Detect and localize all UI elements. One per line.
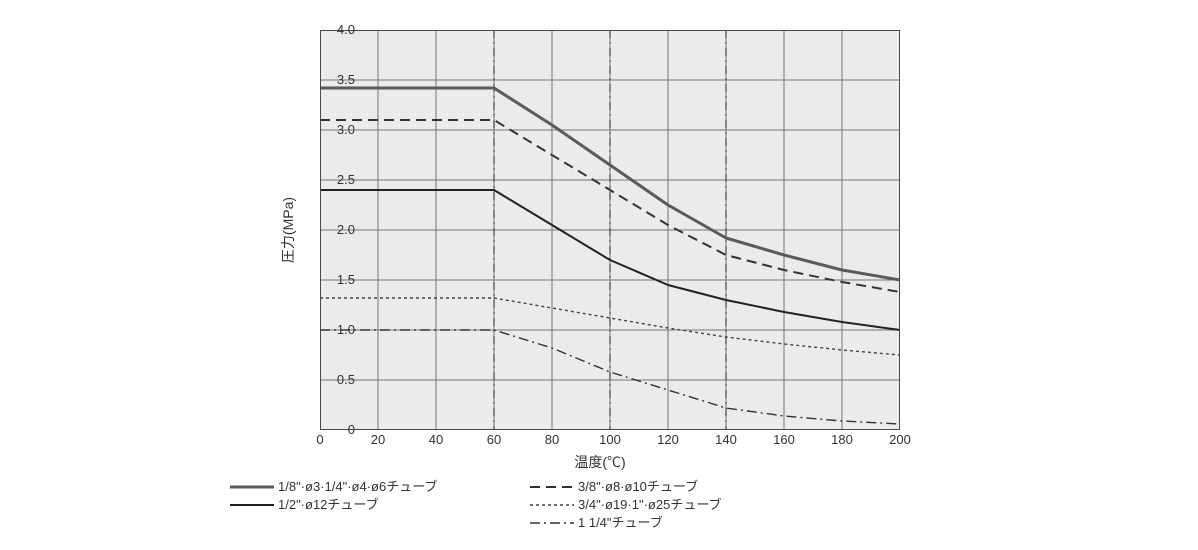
legend-label: 3/4"·ø19·1"·ø25チューブ: [578, 496, 722, 514]
x-tick-label: 200: [885, 432, 915, 447]
plot-border: [320, 30, 900, 430]
y-axis-label: 圧力(MPa): [278, 197, 298, 263]
y-tick-label: 1.0: [305, 322, 355, 337]
x-tick-label: 140: [711, 432, 741, 447]
x-tick-label: 0: [305, 432, 335, 447]
legend-swatch: [530, 516, 574, 530]
y-tick-label: 3.5: [305, 72, 355, 87]
legend-item: 1/2"·ø12チューブ: [230, 496, 510, 514]
x-tick-label: 40: [421, 432, 451, 447]
legend-label: 1 1/4"チューブ: [578, 514, 663, 532]
x-tick-label: 180: [827, 432, 857, 447]
chart-legend: 1/8"·ø3·1/4"·ø4·ø6チューブ 3/8"·ø8·ø10チューブ 1/2…: [230, 478, 970, 533]
legend-label: 1/8"·ø3·1/4"·ø4·ø6チューブ: [278, 478, 437, 496]
legend-item: 1/8"·ø3·1/4"·ø4·ø6チューブ: [230, 478, 510, 496]
legend-label: 1/2"·ø12チューブ: [278, 496, 379, 514]
y-tick-label: 4.0: [305, 22, 355, 37]
x-tick-label: 20: [363, 432, 393, 447]
chart-container: 圧力(MPa) 温度(℃) 00.51.01.52.02.53.03.54.0 …: [260, 20, 940, 460]
legend-label: 3/8"·ø8·ø10チューブ: [578, 478, 698, 496]
x-axis-label: 温度(℃): [260, 452, 940, 472]
legend-swatch: [230, 480, 274, 494]
x-tick-label: 100: [595, 432, 625, 447]
x-tick-label: 120: [653, 432, 683, 447]
legend-item: 3/4"·ø19·1"·ø25チューブ: [530, 496, 830, 514]
legend-item: 1 1/4"チューブ: [530, 514, 830, 532]
legend-swatch: [230, 498, 274, 512]
y-tick-label: 0.5: [305, 372, 355, 387]
legend-item: 3/8"·ø8·ø10チューブ: [530, 478, 830, 496]
legend-swatch: [530, 498, 574, 512]
x-tick-label: 160: [769, 432, 799, 447]
x-tick-label: 60: [479, 432, 509, 447]
y-tick-label: 3.0: [305, 122, 355, 137]
legend-item: [230, 514, 510, 532]
y-tick-label: 2.0: [305, 222, 355, 237]
y-tick-label: 2.5: [305, 172, 355, 187]
y-tick-label: 1.5: [305, 272, 355, 287]
legend-swatch: [530, 480, 574, 494]
x-tick-label: 80: [537, 432, 567, 447]
